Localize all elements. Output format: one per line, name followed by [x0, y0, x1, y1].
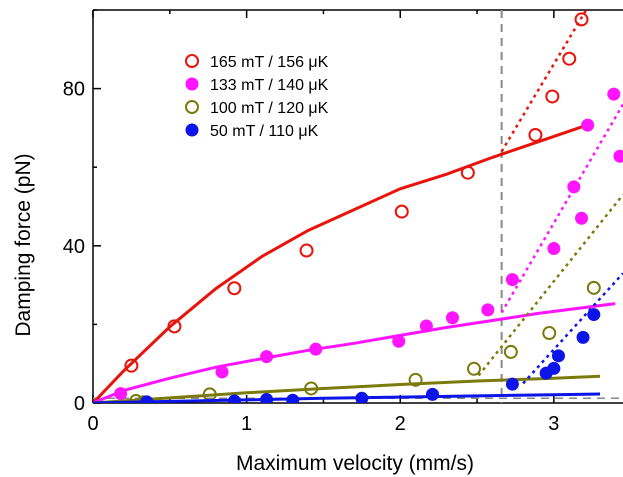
legend-label: 100 mT / 120 μK [210, 100, 329, 117]
data-point [547, 361, 561, 375]
x-tick-label: 2 [395, 413, 406, 435]
data-point [562, 51, 577, 66]
legend-marker [185, 77, 199, 91]
legend-label: 165 mT / 156 μK [210, 54, 329, 71]
legend-label: 50 mT / 110 μK [210, 123, 319, 140]
data-point [503, 344, 518, 359]
x-tick-label: 0 [87, 413, 98, 435]
legend-marker [185, 100, 199, 114]
data-point [505, 273, 519, 287]
plot-area [93, 10, 623, 403]
data-point [426, 387, 440, 401]
fit-curve-1 [93, 302, 616, 403]
data-point [545, 89, 560, 104]
data-point [576, 330, 590, 344]
data-point [466, 361, 481, 376]
data-point [542, 326, 557, 341]
data-point [581, 118, 595, 132]
data-point [586, 280, 601, 295]
y-tick-label: 80 [63, 79, 85, 101]
data-point [419, 319, 433, 333]
legend-marker [185, 123, 199, 137]
y-axis-label: Damping force (pN) [12, 153, 35, 336]
data-point [299, 243, 314, 258]
data-point [460, 165, 475, 180]
axes: 0 1 2 3 0 40 80 [63, 9, 623, 435]
data-point [394, 204, 409, 219]
data-point [551, 349, 565, 363]
extrapolation-line-1 [500, 103, 623, 314]
data-point [587, 308, 601, 322]
y-tick-label: 40 [63, 236, 85, 258]
data-point [260, 350, 274, 364]
data-point [607, 87, 621, 101]
data-point [408, 372, 423, 387]
data-point [574, 12, 589, 27]
legend-label: 133 mT / 140 μK [210, 77, 329, 94]
data-point [227, 281, 242, 296]
data-point [286, 393, 300, 403]
x-tick-label: 3 [548, 413, 559, 435]
data-point [355, 391, 369, 403]
fit-curve-0 [93, 124, 586, 403]
data-point [124, 358, 139, 373]
data-point [547, 242, 561, 256]
data-point [505, 377, 519, 391]
data-point [260, 392, 274, 403]
data-point [528, 127, 543, 142]
data-point [140, 395, 154, 403]
data-point [613, 149, 623, 163]
data-point [304, 381, 319, 396]
data-point [227, 394, 241, 403]
data-point [392, 334, 406, 348]
legend: 165 mT / 156 μK 133 mT / 140 μK 100 mT / 1… [185, 54, 329, 140]
fit-curve-2 [93, 374, 601, 403]
extrapolation-line-3 [522, 272, 623, 385]
data-point [567, 180, 581, 194]
legend-marker [185, 54, 199, 68]
data-point [114, 387, 128, 401]
data-point [309, 342, 323, 356]
x-axis-label: Maximum velocity (mm/s) [236, 452, 474, 475]
extrapolation-line-2 [477, 193, 623, 377]
data-point [445, 311, 459, 325]
data-point [215, 365, 229, 379]
data-point [167, 319, 182, 334]
data-point [481, 303, 495, 317]
x-tick-label: 1 [241, 413, 252, 435]
data-point [575, 211, 589, 225]
y-tick-label: 0 [74, 393, 85, 415]
